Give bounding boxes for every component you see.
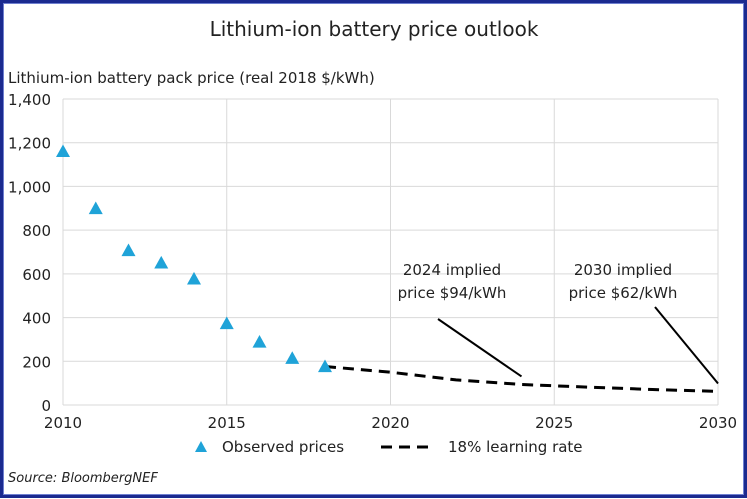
observed-price-point	[187, 271, 201, 285]
annotation-text: 2030 implied	[574, 261, 672, 279]
observed-price-point	[285, 351, 300, 364]
x-tick-label: 2025	[535, 414, 573, 432]
chart-title: Lithium-ion battery price outlook	[210, 17, 539, 41]
chart-svg: Lithium-ion battery price outlook Lithiu…	[8, 17, 737, 486]
observed-price-point	[219, 316, 234, 330]
legend-learning-rate-label: 18% learning rate	[448, 438, 583, 456]
annotation-leader-line	[437, 318, 523, 378]
observed-price-point	[318, 359, 332, 373]
y-tick-label: 1,000	[8, 178, 51, 196]
observed-price-point	[56, 144, 70, 158]
observed-price-point	[88, 201, 103, 215]
observed-markers-layer	[56, 144, 332, 373]
legend-triangle-icon	[195, 441, 207, 452]
y-tick-label: 800	[22, 222, 51, 240]
legend-observed-label: Observed prices	[222, 438, 344, 456]
observed-price-point	[154, 255, 169, 269]
annotation-text: price $94/kWh	[398, 284, 507, 302]
y-axis-label: Lithium-ion battery pack price (real 201…	[8, 69, 375, 87]
annotation-text: price $62/kWh	[569, 284, 678, 302]
y-tick-label: 200	[22, 353, 51, 371]
x-tick-label: 2010	[44, 414, 82, 432]
y-tick-label: 400	[22, 310, 51, 328]
y-tick-label: 1,200	[8, 135, 51, 153]
annotation-text: 2024 implied	[403, 261, 501, 279]
x-tick-label: 2015	[208, 414, 246, 432]
source-note: Source: BloombergNEF	[8, 471, 158, 486]
grid-layer	[62, 98, 719, 406]
observed-price-point	[121, 243, 136, 257]
learning-rate-line	[324, 365, 719, 393]
annotations-layer: 2024 implied price $94/kWh 2030 implied pri…	[398, 261, 719, 385]
learning-rate-line-layer	[324, 365, 719, 393]
observed-price-point	[252, 335, 267, 348]
x-tick-label: 2020	[371, 414, 409, 432]
y-tick-label: 0	[41, 397, 51, 415]
x-tick-label: 2030	[699, 414, 737, 432]
y-tick-label: 1,400	[8, 91, 51, 109]
annotation-leader-line	[654, 306, 719, 385]
x-tick-labels: 2010 2015 2020 2025 2030	[44, 414, 737, 432]
legend: Observed prices 18% learning rate	[195, 438, 583, 456]
y-tick-labels: 0 200 400 600 800 1,000 1,200 1,400	[8, 91, 51, 415]
y-tick-label: 600	[22, 266, 51, 284]
